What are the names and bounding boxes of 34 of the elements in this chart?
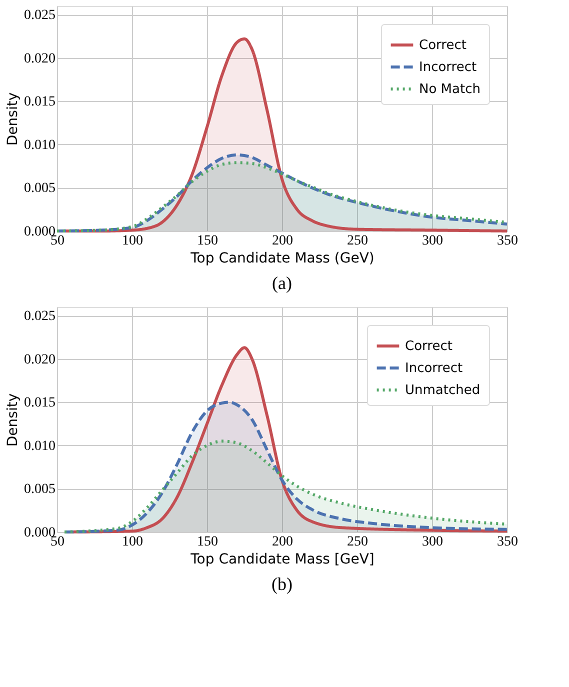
x-tick-label: 100 bbox=[122, 234, 143, 248]
y-tick-label: 0.020 bbox=[24, 352, 56, 368]
text: (a) bbox=[272, 273, 292, 293]
x-tick-label: 300 bbox=[422, 534, 443, 550]
y-tick-label: 0.025 bbox=[24, 8, 56, 24]
y-tick-label: 0.010 bbox=[24, 438, 56, 454]
y-tick-label: 0.005 bbox=[24, 181, 56, 196]
x-tick-label: 200 bbox=[272, 534, 293, 550]
x-tick-label: 350 bbox=[497, 534, 518, 550]
legend-label: Incorrect bbox=[419, 60, 477, 75]
x-tick-label: 200 bbox=[272, 234, 293, 248]
legend-label: Correct bbox=[405, 339, 452, 354]
legend-label: Unmatched bbox=[405, 383, 480, 398]
x-tick-label: 250 bbox=[347, 534, 368, 550]
x-tick-label: 150 bbox=[197, 534, 218, 550]
y-tick-label: 0.015 bbox=[24, 94, 56, 110]
x-tick-label: 300 bbox=[422, 234, 443, 248]
x-tick-label: 250 bbox=[347, 234, 368, 248]
y-tick-label: 0.020 bbox=[24, 51, 56, 66]
x-tick-label: 150 bbox=[197, 234, 218, 248]
x-axis-title: Top Candidate Mass [GeV] bbox=[190, 552, 374, 568]
legend-label: Correct bbox=[419, 38, 466, 53]
y-axis-title: Density bbox=[5, 393, 21, 447]
y-tick-label: 0.005 bbox=[24, 482, 56, 498]
x-tick-label: 350 bbox=[497, 234, 518, 248]
y-axis-title: Density bbox=[5, 92, 21, 146]
y-tick-label: 0.010 bbox=[24, 138, 56, 153]
x-tick-label: 100 bbox=[122, 534, 143, 550]
text: (b) bbox=[272, 574, 292, 594]
y-tick-label: 0.015 bbox=[24, 396, 56, 411]
x-axis-title: Top Candidate Mass (GeV) bbox=[190, 250, 374, 266]
legend-label: Incorrect bbox=[405, 361, 463, 376]
legend-label: No Match bbox=[419, 82, 480, 97]
y-tick-label: 0.025 bbox=[24, 309, 56, 324]
